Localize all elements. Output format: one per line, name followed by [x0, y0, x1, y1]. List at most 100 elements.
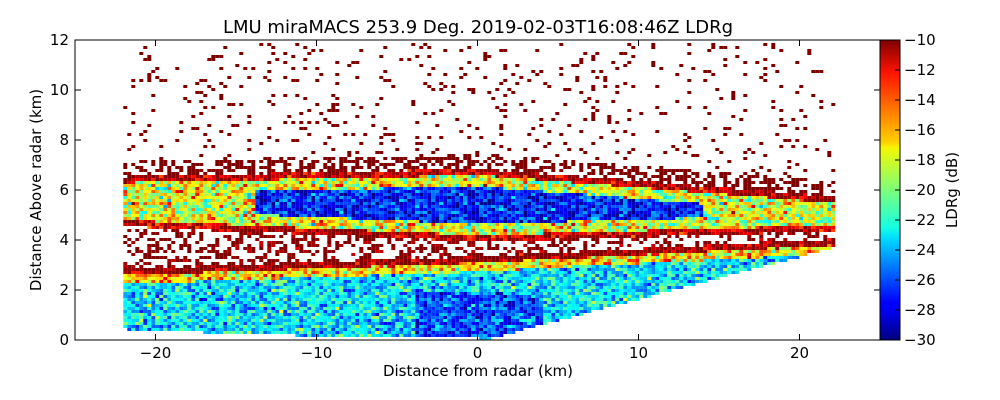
ldr-cell	[263, 190, 268, 193]
ldr-cell	[331, 271, 336, 274]
ldr-cell	[175, 307, 180, 310]
ldr-cell	[143, 319, 148, 322]
ldr-cell	[239, 211, 244, 214]
ldr-cell	[387, 235, 392, 238]
ldr-cell	[479, 304, 484, 307]
ldr-cell	[395, 229, 400, 232]
ldr-cell	[247, 214, 252, 217]
ldr-cell	[263, 268, 268, 271]
ldr-cell	[435, 211, 440, 214]
ldr-cell	[467, 325, 472, 328]
ldr-cell	[243, 322, 248, 325]
ldr-cell	[203, 304, 208, 307]
ldr-cell	[143, 46, 148, 49]
ldr-cell	[255, 199, 260, 202]
ldr-cell	[359, 229, 364, 232]
ldr-cell	[363, 310, 368, 313]
ldr-cell	[339, 310, 344, 313]
ldr-cell	[487, 193, 492, 196]
ldr-cell	[367, 175, 372, 178]
ldr-cell	[267, 286, 272, 289]
ldr-cell	[311, 229, 316, 232]
ldr-cell	[467, 184, 472, 187]
ldr-cell	[203, 316, 208, 319]
ldr-cell	[251, 298, 256, 301]
ldr-cell	[483, 190, 488, 193]
ldr-cell	[139, 328, 144, 331]
ldr-cell	[179, 289, 184, 292]
ldr-cell	[163, 316, 168, 319]
ldr-cell	[279, 235, 284, 238]
ldr-cell	[235, 208, 240, 211]
ldr-cell	[291, 187, 296, 190]
ldr-cell	[427, 136, 432, 139]
ldr-cell	[139, 184, 144, 187]
ldr-cell	[415, 190, 420, 193]
ldr-cell	[131, 265, 136, 268]
ldr-cell	[467, 169, 472, 172]
ldr-cell	[447, 301, 452, 304]
ldr-cell	[307, 280, 312, 283]
ldr-cell	[287, 178, 292, 181]
ldr-cell	[183, 202, 188, 205]
ldr-cell	[203, 199, 208, 202]
ldr-cell	[391, 304, 396, 307]
ldr-cell	[243, 295, 248, 298]
ldr-cell	[299, 184, 304, 187]
ldr-cell	[235, 166, 240, 169]
ldr-cell	[395, 226, 400, 229]
ldr-cell	[199, 175, 204, 178]
ldr-cell	[191, 268, 196, 271]
ldr-cell	[291, 310, 296, 313]
ldr-cell	[139, 298, 144, 301]
ldr-cell	[163, 307, 168, 310]
ldr-cell	[167, 283, 172, 286]
ldr-cell	[195, 178, 200, 181]
ldr-cell	[271, 196, 276, 199]
ldr-cell	[263, 217, 268, 220]
ldr-cell	[347, 178, 352, 181]
ldr-cell	[431, 280, 436, 283]
ldr-cell	[299, 169, 304, 172]
ldr-cell	[491, 298, 496, 301]
ldr-cell	[155, 193, 160, 196]
ldr-cell	[415, 169, 420, 172]
ldr-cell	[251, 223, 256, 226]
ldr-cell	[247, 307, 252, 310]
ldr-cell	[427, 85, 432, 88]
ldr-cell	[419, 190, 424, 193]
ldr-cell	[295, 238, 300, 241]
ldr-cell	[295, 271, 300, 274]
ldr-cell	[135, 325, 140, 328]
ldr-cell	[443, 310, 448, 313]
ldr-cell	[459, 268, 464, 271]
ldr-cell	[427, 190, 432, 193]
ldr-cell	[167, 313, 172, 316]
ldr-cell	[423, 187, 428, 190]
ldr-cell	[455, 172, 460, 175]
ldr-cell	[279, 310, 284, 313]
ldr-cell	[439, 88, 444, 91]
ldr-cell	[247, 76, 252, 79]
ldr-cell	[191, 295, 196, 298]
ldr-cell	[319, 262, 324, 265]
ldr-cell	[143, 211, 148, 214]
ldr-cell	[459, 226, 464, 229]
ldr-cell	[483, 208, 488, 211]
ldr-cell	[279, 229, 284, 232]
ldr-cell	[355, 160, 360, 163]
ldr-cell	[391, 208, 396, 211]
ldr-cell	[207, 250, 212, 253]
ldr-cell	[199, 268, 204, 271]
ldr-cell	[355, 259, 360, 262]
ldr-cell	[403, 184, 408, 187]
ldr-cell	[331, 250, 336, 253]
ldr-cell	[315, 202, 320, 205]
ldr-cell	[243, 298, 248, 301]
ldr-cell	[419, 259, 424, 262]
ldr-cell	[235, 217, 240, 220]
ldr-cell	[215, 280, 220, 283]
ldr-cell	[295, 259, 300, 262]
ldr-cell	[339, 217, 344, 220]
ldr-cell	[283, 226, 288, 229]
